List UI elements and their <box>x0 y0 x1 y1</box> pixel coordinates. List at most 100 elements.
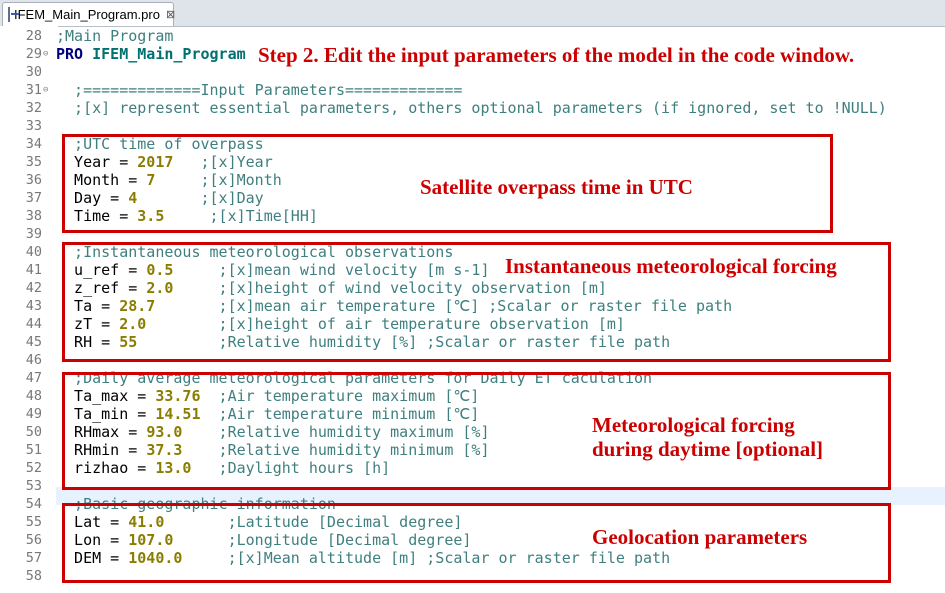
code-token: Lat = <box>56 513 129 531</box>
code-line[interactable]: Ta_max = 33.76 ;Air temperature maximum … <box>56 387 479 405</box>
line-number: 54 <box>25 496 42 512</box>
code-token: 55 <box>119 333 138 351</box>
code-token: ;[x]Time[HH] <box>164 207 318 225</box>
code-token: 14.51 <box>155 405 201 423</box>
code-token: ;[x]Mean altitude [m] ;Scalar or raster … <box>182 549 671 567</box>
code-line[interactable]: Day = 4 ;[x]Day <box>56 189 264 207</box>
code-token: ;UTC time of overpass <box>56 135 264 153</box>
box-overpass-time <box>62 134 833 233</box>
line-number: 37 <box>25 190 42 206</box>
code-line[interactable]: Lat = 41.0 ;Latitude [Decimal degree] <box>56 513 462 531</box>
code-line[interactable]: ;UTC time of overpass <box>56 135 264 153</box>
code-line[interactable]: Ta_min = 14.51 ;Air temperature minimum … <box>56 405 479 423</box>
code-token: ;Main Program <box>56 27 174 45</box>
code-token: ;Instantaneous meteorological observatio… <box>56 243 454 261</box>
fold-toggle-icon[interactable]: ⊖ <box>43 85 49 95</box>
code-token: rizhao = <box>56 459 156 477</box>
code-line[interactable]: DEM = 1040.0 ;[x]Mean altitude [m] ;Scal… <box>56 549 670 567</box>
code-line[interactable]: Ta = 28.7 ;[x]mean air temperature [℃] ;… <box>56 297 732 315</box>
code-token: 37.3 <box>146 441 183 459</box>
code-line[interactable]: RHmax = 93.0 ;Relative humidity maximum … <box>56 423 489 441</box>
code-line[interactable]: RHmin = 37.3 ;Relative humidity minimum … <box>56 441 489 459</box>
code-token: DEM = <box>56 549 129 567</box>
code-line[interactable]: zT = 2.0 ;[x]height of air temperature o… <box>56 315 625 333</box>
code-token: ;[x]Day <box>137 189 264 207</box>
code-line[interactable]: u_ref = 0.5 ;[x]mean wind velocity [m s-… <box>56 261 489 279</box>
line-number: 47 <box>25 370 42 386</box>
code-token: ;Relative humidity maximum [%] <box>182 423 490 441</box>
code-line[interactable]: Month = 7 ;[x]Month <box>56 171 282 189</box>
line-number: 58 <box>25 568 42 584</box>
line-number-gutter: 28 29 ⊖ 30 31 ⊖ 32 33 34 35 36 37 38 39 40 41 42 43 44 45 46… <box>0 26 58 593</box>
code-line[interactable]: RH = 55 ;Relative humidity [%] ;Scalar o… <box>56 333 670 351</box>
current-line-highlight <box>56 487 945 505</box>
code-line[interactable]: Lon = 107.0 ;Longitude [Decimal degree] <box>56 531 471 549</box>
line-number: 44 <box>25 316 42 332</box>
line-number: 55 <box>25 514 42 530</box>
code-line[interactable]: PRO IFEM_Main_Program <box>56 45 246 63</box>
line-number: 43 <box>25 298 42 314</box>
code-token: 13.0 <box>155 459 192 477</box>
editor-tab-bar: IFEM_Main_Program.pro ⊠ <box>0 0 945 27</box>
code-token: 2.0 <box>146 279 174 297</box>
code-token: ;[x]mean wind velocity [m s-1] <box>173 261 490 279</box>
fold-toggle-icon[interactable]: ⊖ <box>43 49 49 59</box>
editor-tab[interactable]: IFEM_Main_Program.pro ⊠ <box>2 2 176 26</box>
code-token: ;[x]height of wind velocity observation … <box>173 279 607 297</box>
code-token: ;[x]Year <box>173 153 273 171</box>
line-number: 53 <box>25 478 42 494</box>
code-token: 7 <box>146 171 156 189</box>
code-token: 2017 <box>137 153 174 171</box>
code-token: Time = <box>56 207 138 225</box>
line-number: 40 <box>25 244 42 260</box>
code-token: ;[x]mean air temperature [℃] ;Scalar or … <box>155 297 733 315</box>
code-token: ;[x] represent essential parameters, oth… <box>56 99 887 117</box>
code-line[interactable]: ;=============Input Parameters==========… <box>56 81 462 99</box>
code-token: ;Longitude [Decimal degree] <box>173 531 472 549</box>
code-token: Ta_max = <box>56 387 156 405</box>
code-token: RHmax = <box>56 423 147 441</box>
annotation-instantaneous-forcing: Instantaneous meteorological forcing <box>505 254 837 278</box>
box-daytime-forcing <box>62 372 891 490</box>
code-line[interactable]: ;Instantaneous meteorological observatio… <box>56 243 453 261</box>
code-line[interactable]: ;Main Program <box>56 27 173 45</box>
code-line[interactable]: Year = 2017 ;[x]Year <box>56 153 273 171</box>
code-token: Day = <box>56 189 129 207</box>
line-number: 46 <box>25 352 42 368</box>
line-number: 52 <box>25 460 42 476</box>
code-token: ;[x]height of air temperature observatio… <box>146 315 625 333</box>
code-token: ;Daylight hours [h] <box>191 459 391 477</box>
code-token: 4 <box>128 189 138 207</box>
line-number: 56 <box>25 532 42 548</box>
tab-title: IFEM_Main_Program.pro <box>14 7 160 22</box>
code-token: zT = <box>56 315 120 333</box>
line-number: 38 <box>25 208 42 224</box>
line-number: 31 <box>25 82 42 98</box>
code-token: 28.7 <box>119 297 156 315</box>
code-line[interactable]: ;[x] represent essential parameters, oth… <box>56 99 887 117</box>
code-token: ;[x]Month <box>155 171 282 189</box>
code-token: Ta_min = <box>56 405 156 423</box>
line-number: 30 <box>25 64 42 80</box>
line-number: 42 <box>25 280 42 296</box>
line-number: 50 <box>25 424 42 440</box>
code-line[interactable]: rizhao = 13.0 ;Daylight hours [h] <box>56 459 390 477</box>
box-instantaneous-forcing <box>62 242 891 362</box>
code-token: RH = <box>56 333 120 351</box>
line-number: 32 <box>25 100 42 116</box>
line-number: 49 <box>25 406 42 422</box>
code-token: 107.0 <box>128 531 174 549</box>
code-line[interactable]: z_ref = 2.0 ;[x]height of wind velocity … <box>56 279 607 297</box>
code-token: ;Air temperature minimum [℃] <box>200 405 480 423</box>
annotation-step-2: Step 2. Edit the input parameters of the… <box>258 43 855 67</box>
code-token: 2.0 <box>119 315 147 333</box>
code-token: IFEM_Main_Program <box>92 45 246 63</box>
annotation-overpass-time: Satellite overpass time in UTC <box>420 175 693 199</box>
annotation-daytime-forcing-line2: during daytime [optional] <box>592 437 824 461</box>
code-token: 33.76 <box>155 387 201 405</box>
box-geolocation <box>62 503 891 583</box>
code-line[interactable]: Time = 3.5 ;[x]Time[HH] <box>56 207 318 225</box>
line-number: 57 <box>25 550 42 566</box>
code-token: PRO <box>56 45 93 63</box>
close-tab-icon[interactable]: ⊠ <box>165 9 176 21</box>
